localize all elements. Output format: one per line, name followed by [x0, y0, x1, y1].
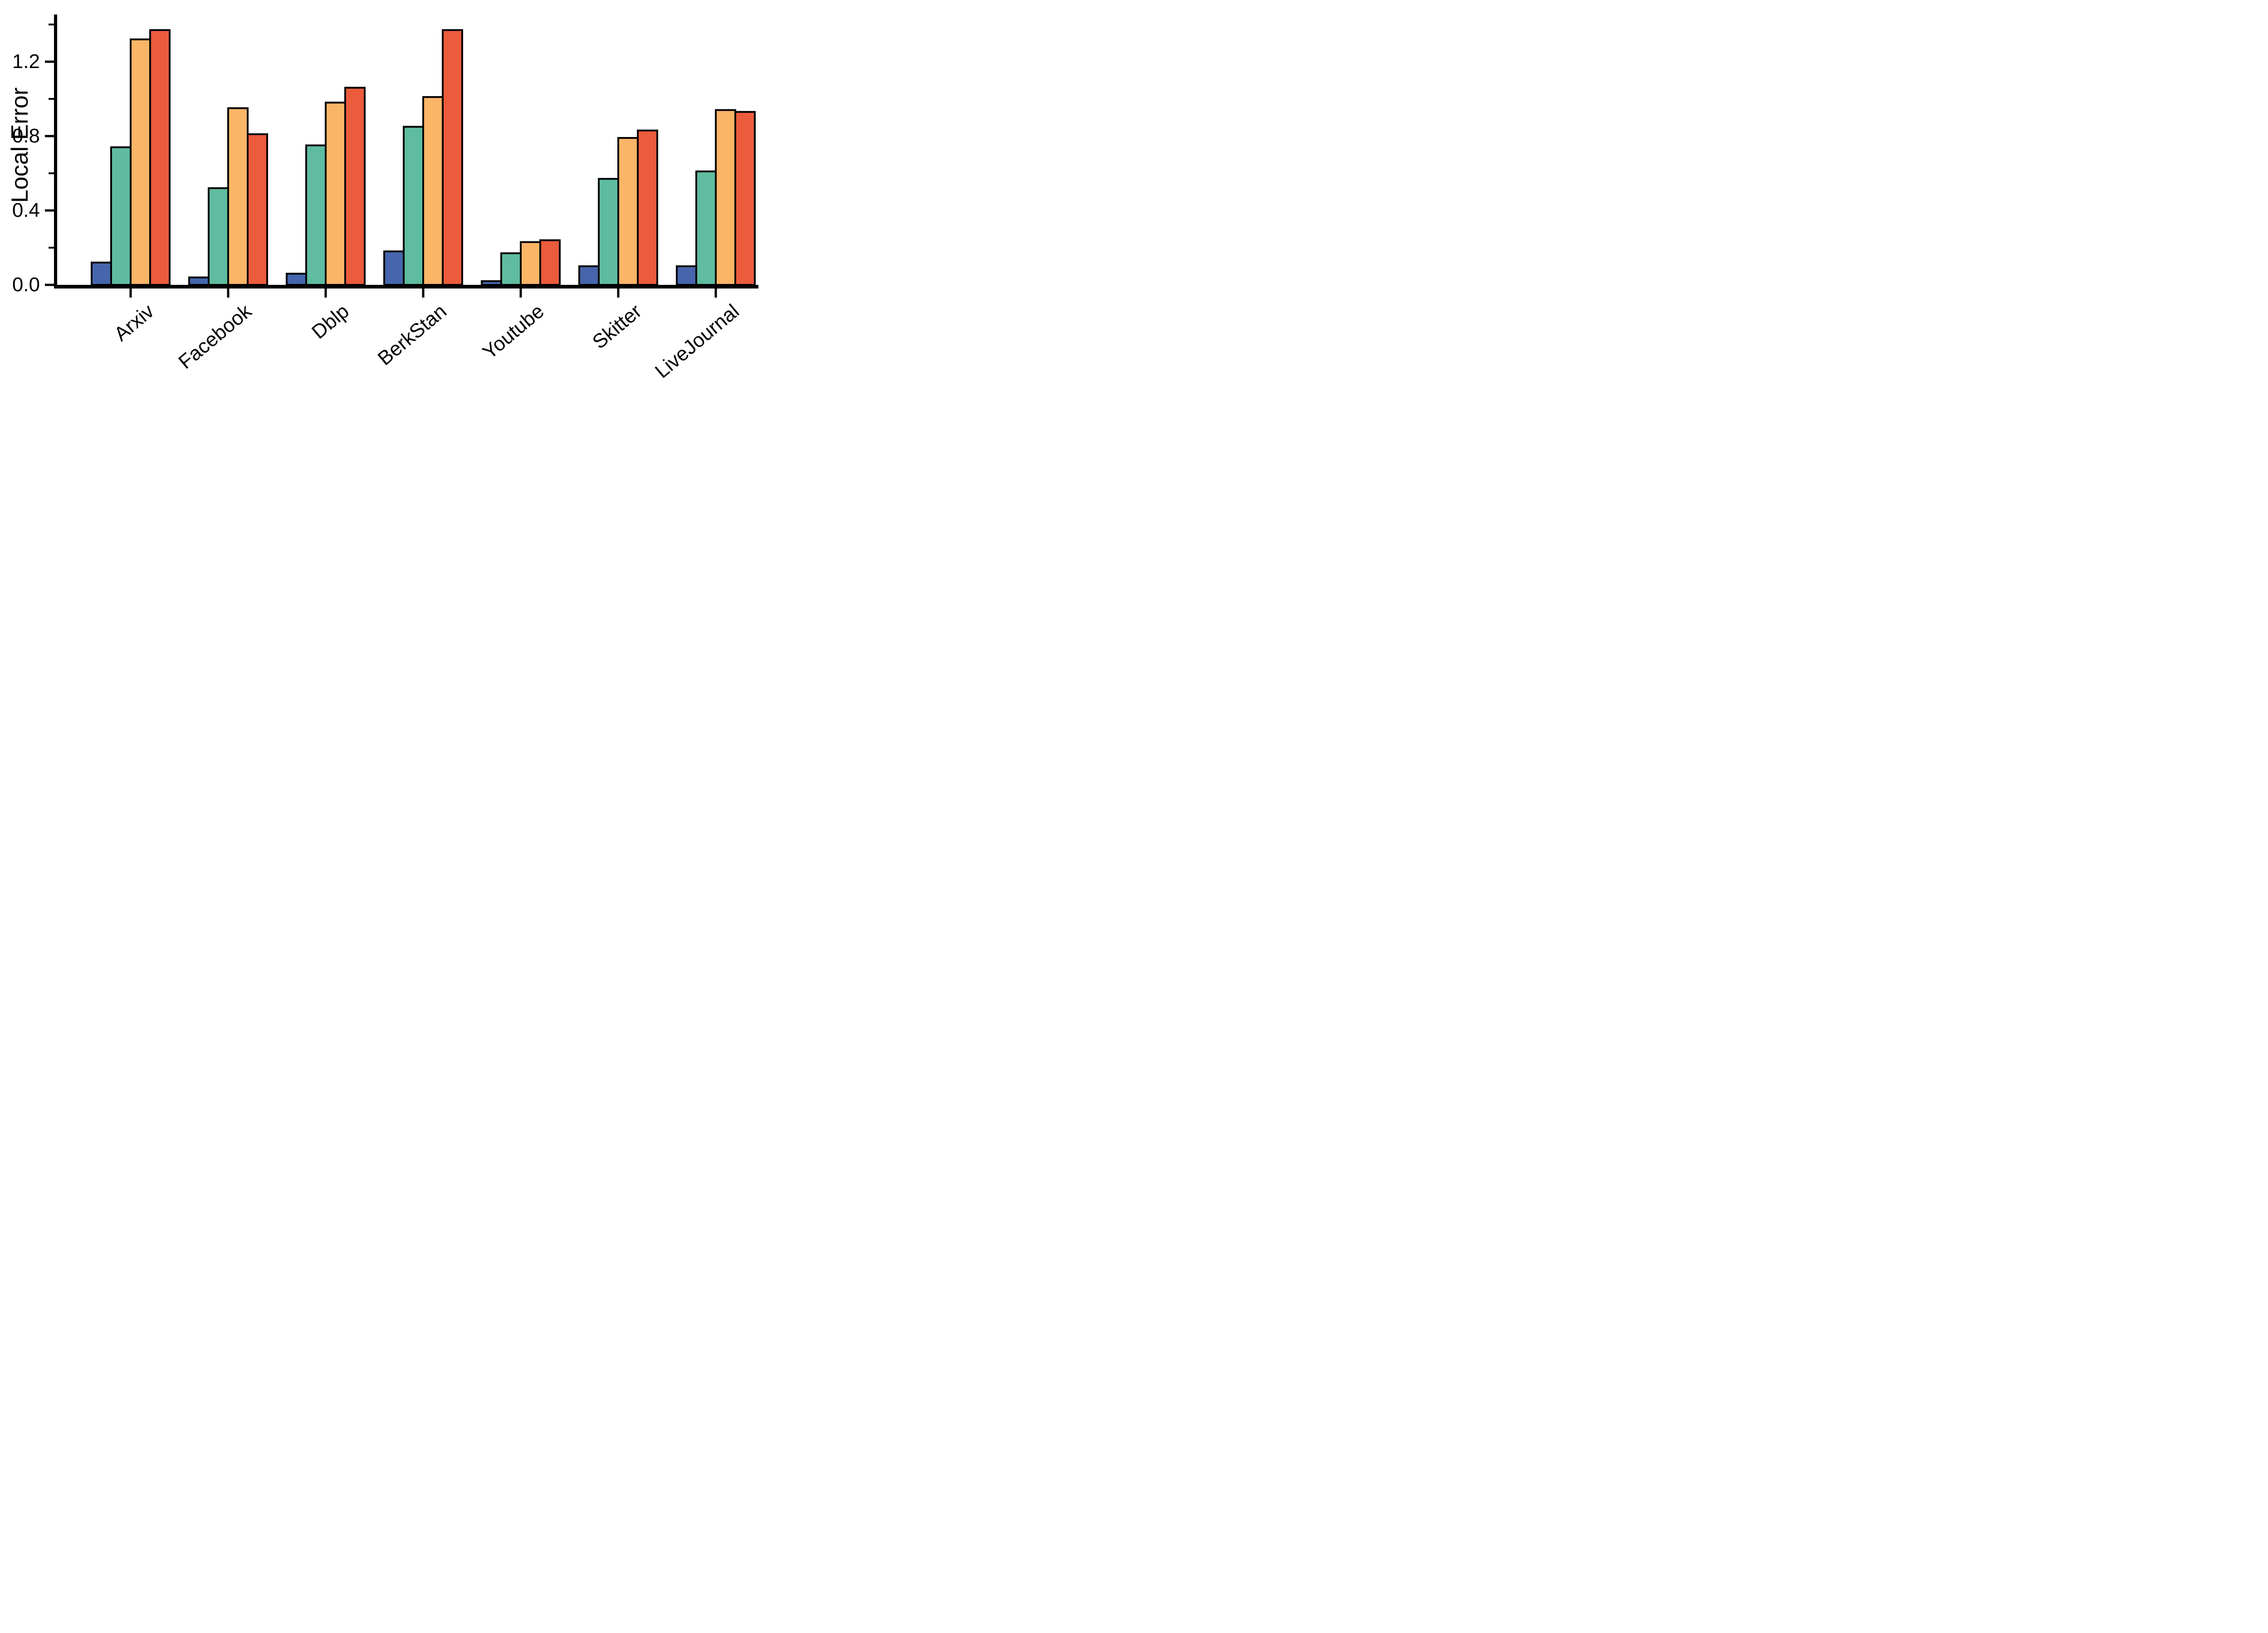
bar-livejournal-series-2-teal — [695, 170, 717, 286]
bar-livejournal-series-3-orange — [715, 109, 736, 286]
bar-arxiv-series-3-orange — [130, 38, 151, 286]
bar-berkstan-series-3-orange — [422, 96, 444, 286]
y-tick-minor-0.6 — [49, 172, 54, 174]
bar-youtube-series-3-orange — [520, 241, 541, 286]
bar-berkstan-series-1-blue — [383, 250, 405, 286]
bar-facebook-series-3-orange — [227, 107, 249, 286]
bar-facebook-series-4-red — [247, 133, 268, 286]
y-axis-spine — [54, 15, 57, 288]
bar-livejournal-series-1-blue — [676, 265, 697, 286]
bar-chart-canvas — [45, 15, 758, 298]
bar-dblp-series-2-teal — [305, 144, 327, 286]
bar-berkstan-series-2-teal — [403, 126, 424, 286]
y-tick-major-0.8 — [45, 135, 54, 137]
x-tick-livejournal — [714, 288, 717, 298]
bar-skitter-series-1-blue — [578, 265, 600, 286]
bar-arxiv-series-4-red — [149, 29, 171, 286]
x-tick-arxiv — [129, 288, 132, 298]
x-axis-spine — [54, 285, 758, 288]
x-tick-skitter — [617, 288, 620, 298]
bar-skitter-series-3-orange — [617, 137, 639, 286]
bar-skitter-series-2-teal — [598, 178, 619, 286]
y-tick-label-0.8: 0.8 — [12, 125, 40, 147]
bar-dblp-series-3-orange — [325, 102, 346, 286]
bar-dblp-series-1-blue — [286, 273, 307, 286]
x-tick-youtube — [519, 288, 522, 298]
x-tick-facebook — [227, 288, 230, 298]
bar-youtube-series-2-teal — [500, 252, 522, 286]
y-tick-label-0.0: 0.0 — [12, 274, 40, 296]
x-tick-dblp — [324, 288, 327, 298]
y-tick-major-0.0 — [45, 284, 54, 286]
bar-arxiv-series-2-teal — [110, 146, 132, 286]
y-tick-major-1.2 — [45, 60, 54, 63]
bar-facebook-series-1-blue — [188, 276, 210, 286]
y-tick-minor-0.2 — [49, 247, 54, 249]
y-tick-label-0.4: 0.4 — [12, 199, 40, 221]
bar-dblp-series-4-red — [344, 87, 366, 286]
bar-facebook-series-2-teal — [208, 187, 229, 286]
x-tick-berkstan — [422, 288, 425, 298]
bar-chart-figure: Local Error 0.0 0.4 0.8 1.2 Arxiv Facebook Dbl… — [0, 0, 769, 408]
bar-livejournal-series-4-red — [734, 111, 756, 286]
y-tick-minor-1.4 — [49, 24, 54, 25]
bar-arxiv-series-1-blue — [91, 261, 112, 286]
bar-skitter-series-4-red — [637, 129, 658, 286]
bar-youtube-series-1-blue — [481, 280, 502, 286]
y-tick-label-1.2: 1.2 — [12, 50, 40, 73]
bar-youtube-series-4-red — [539, 239, 561, 286]
bar-berkstan-series-4-red — [442, 29, 463, 286]
y-tick-minor-1 — [49, 98, 54, 100]
y-tick-major-0.4 — [45, 209, 54, 212]
